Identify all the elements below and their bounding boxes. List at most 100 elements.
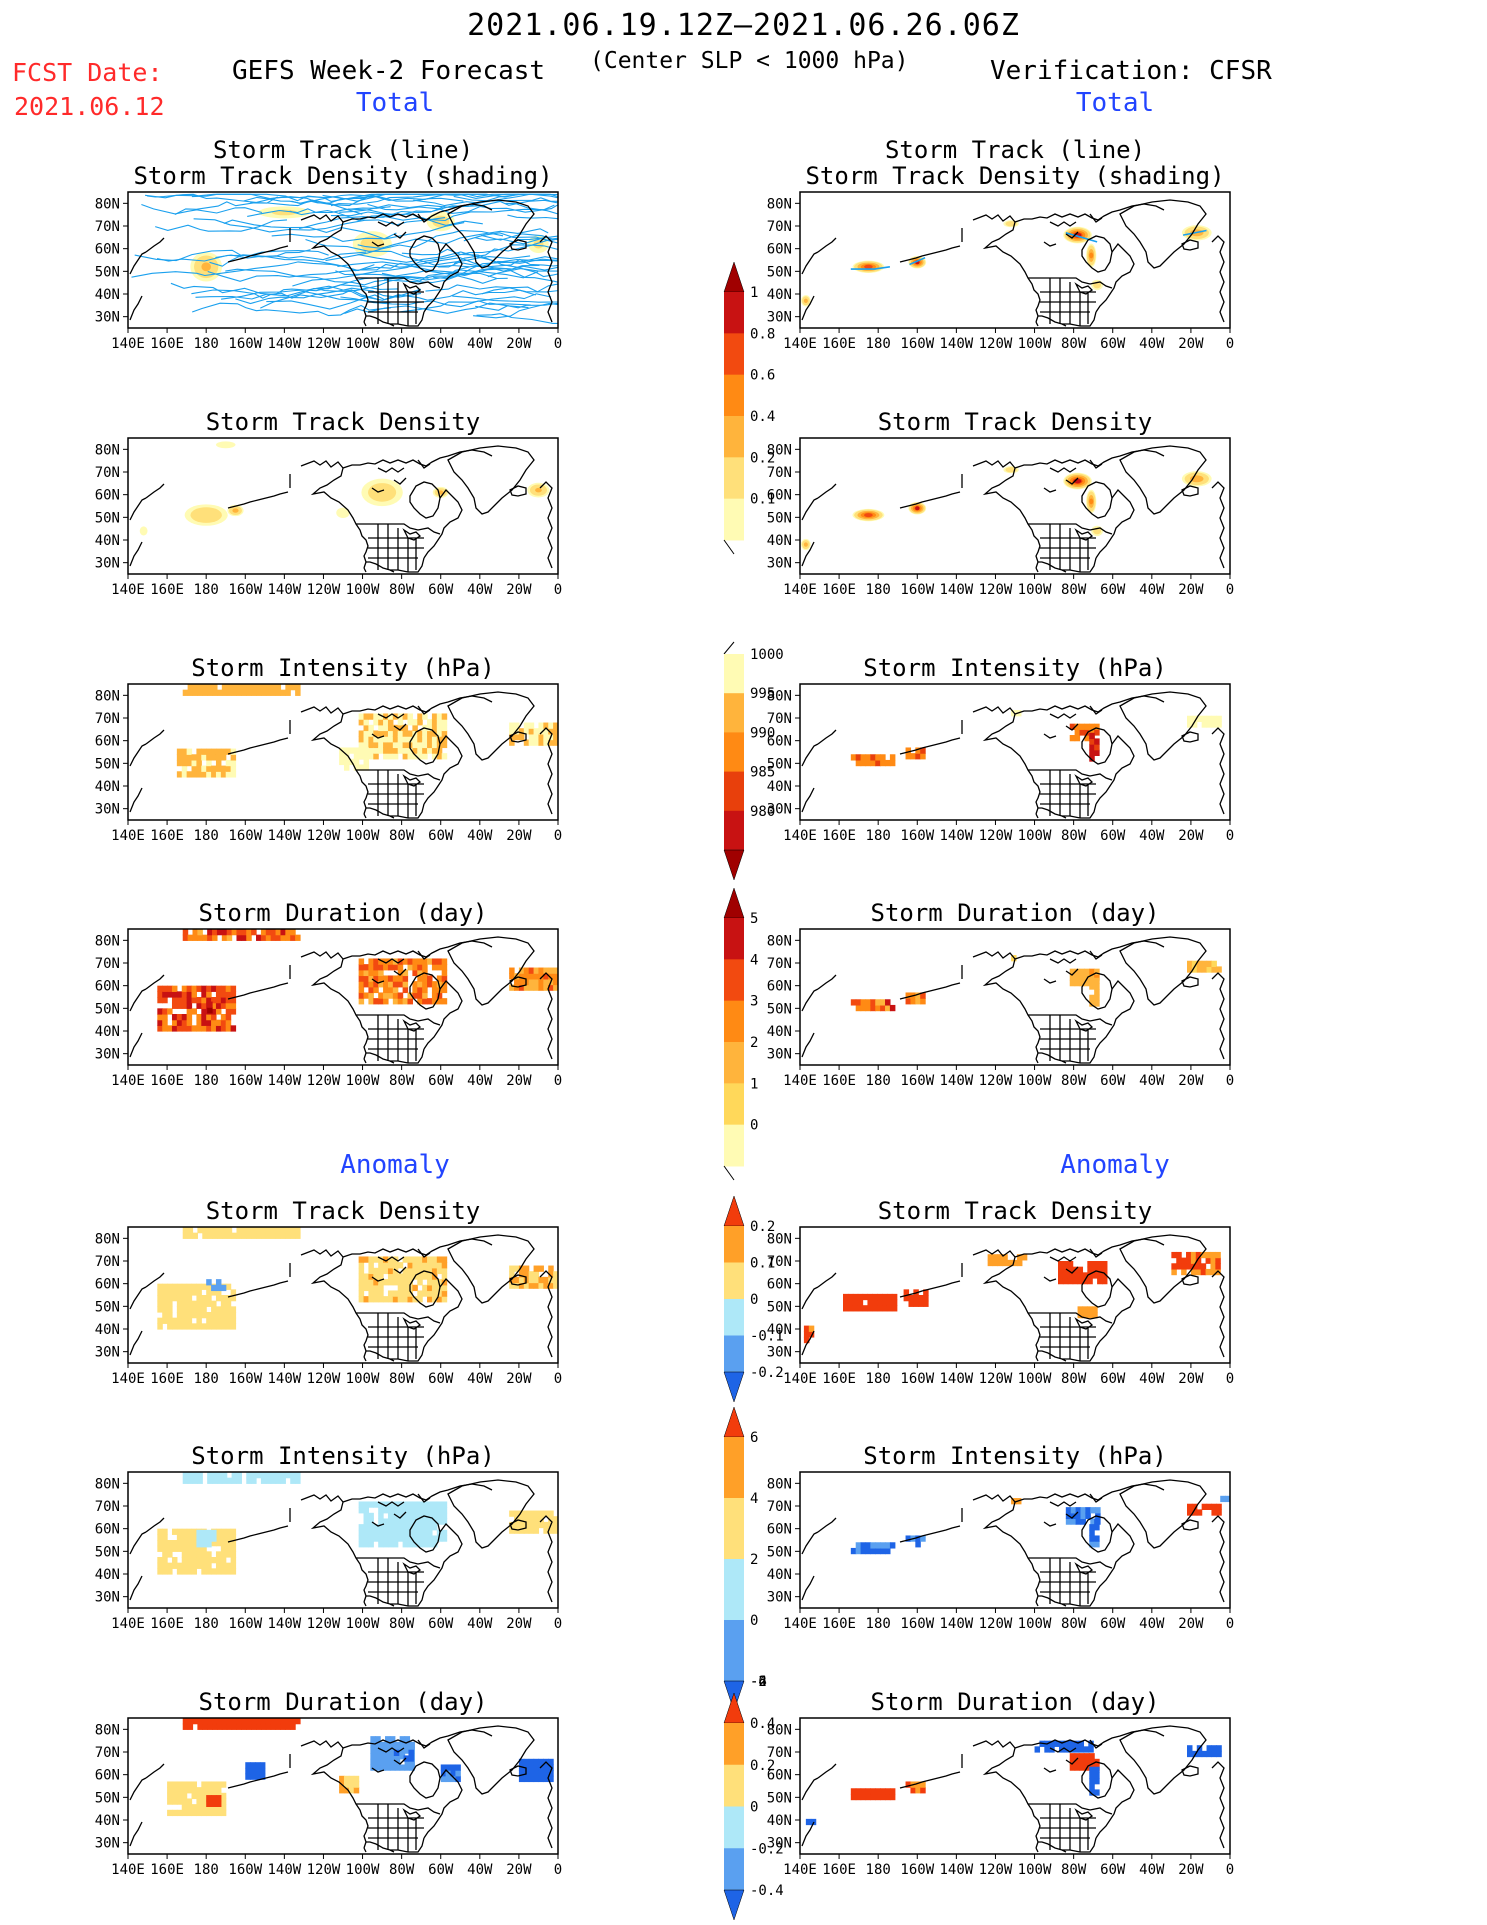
grid-cell [389, 1753, 396, 1760]
grid-cell [206, 1787, 212, 1794]
grid-cell [1062, 1261, 1069, 1268]
colorbar-segment [724, 1498, 744, 1560]
grid-cell [518, 1282, 525, 1289]
grid-cell [256, 934, 262, 941]
grid-cell [910, 1787, 916, 1794]
grid-cell [167, 1312, 173, 1319]
grid-cell [162, 991, 168, 998]
grid-cell [1211, 966, 1217, 973]
grid-cell [852, 1299, 859, 1306]
colorbar-segment [724, 959, 744, 1002]
grid-region-1 [903, 1289, 929, 1307]
grid-cell [373, 730, 379, 737]
grid-cell [171, 1289, 178, 1296]
grid-cell [186, 1568, 193, 1575]
grid-cell [860, 999, 867, 1006]
grid-cell [441, 1267, 448, 1275]
grid-cell [211, 1019, 217, 1026]
grid-region-1 [905, 1535, 926, 1548]
grid-cell [553, 967, 558, 974]
grid-cell [417, 747, 423, 754]
grid-cell [186, 997, 193, 1004]
grid-cell [187, 1227, 194, 1234]
grid-cell [880, 1793, 886, 1801]
grid-cell [1074, 968, 1081, 975]
grid-cell [1002, 1254, 1008, 1261]
grid-cell [176, 1300, 183, 1307]
grid-cell [211, 1809, 217, 1817]
x-tick-label: 20W [1178, 582, 1204, 598]
grid-cell [407, 1541, 413, 1548]
grid-cell [370, 1747, 376, 1754]
y-tick-label: 70N [95, 465, 120, 481]
grid-cell [441, 1284, 448, 1292]
x-tick-label: 140W [268, 1862, 302, 1878]
grid-cell [441, 1512, 448, 1520]
grid-cell [358, 975, 365, 982]
x-tick-label: 160W [900, 828, 934, 844]
grid-cell [368, 1501, 374, 1508]
grid-cell [383, 724, 389, 732]
grid-cell [215, 1809, 222, 1817]
grid-cell [392, 741, 399, 749]
grid-cell [225, 771, 232, 778]
grid-cell [1088, 1746, 1094, 1753]
grid-cell [181, 1545, 188, 1552]
grid-cell [441, 969, 448, 977]
grid-cell [191, 754, 198, 761]
grid-cell [285, 1718, 291, 1725]
grid-cell [358, 747, 365, 754]
grid-cell [211, 1540, 217, 1547]
grid-cell [1094, 1789, 1100, 1796]
grid-cell [1089, 723, 1095, 730]
grid-cell [378, 1524, 384, 1531]
panel-title: Storm Track Density [206, 1197, 481, 1225]
grid-cell [378, 1262, 384, 1269]
grid-cell [385, 1736, 391, 1743]
x-tick-label: 0 [554, 1862, 562, 1878]
grid-cell [404, 1741, 411, 1749]
storm-track-line [207, 263, 470, 282]
grid-cell [885, 1004, 891, 1012]
grid-cell [230, 1008, 237, 1015]
x-tick-label: 80W [1061, 582, 1087, 598]
grid-cell [553, 1276, 558, 1284]
grid-cell [201, 1798, 207, 1805]
grid-cell [880, 759, 886, 767]
grid-cell [215, 1540, 222, 1547]
grid-cell [1090, 1518, 1096, 1525]
grid-cell [201, 1025, 207, 1032]
x-tick-label: 80W [389, 828, 415, 844]
grid-cell [260, 1227, 267, 1234]
grid-cell [548, 1510, 554, 1517]
grid-cell [225, 1019, 232, 1026]
grid-cell [1079, 1764, 1085, 1771]
grid-cell [221, 684, 228, 691]
grid-cell [157, 991, 163, 998]
grid-region-3 [245, 1762, 266, 1780]
density-blob-5 [336, 507, 350, 519]
grid-cell [212, 684, 218, 691]
x-tick-label: 160E [150, 1616, 184, 1632]
grid-cell [543, 1770, 549, 1777]
grid-cell [260, 1723, 267, 1730]
x-tick-label: 100W [346, 1616, 380, 1632]
grid-cell [186, 1798, 193, 1805]
grid-cell [181, 1289, 188, 1296]
colorbar-cb-density-anom: 0.20.10-0.1-0.2 [723, 1195, 784, 1403]
grid-cell [216, 1718, 223, 1725]
grid-cell [417, 958, 423, 965]
grid-cell [1205, 1268, 1212, 1276]
grid-cell [226, 684, 233, 691]
grid-cell [363, 1501, 370, 1508]
grid-cell [1087, 1266, 1093, 1273]
grid-cell [528, 722, 535, 729]
grid-cell [368, 1284, 374, 1292]
grid-cell [843, 1305, 849, 1312]
y-tick-label: 40N [95, 287, 120, 303]
grid-cell [186, 1002, 193, 1009]
storm-track-line [425, 283, 558, 293]
grid-cell [186, 1300, 193, 1307]
grid-cell [422, 1529, 428, 1537]
map-panel-f-duration-anom: Storm Duration (day)140E 160E 180 160W 140W 1… [95, 1688, 563, 1878]
